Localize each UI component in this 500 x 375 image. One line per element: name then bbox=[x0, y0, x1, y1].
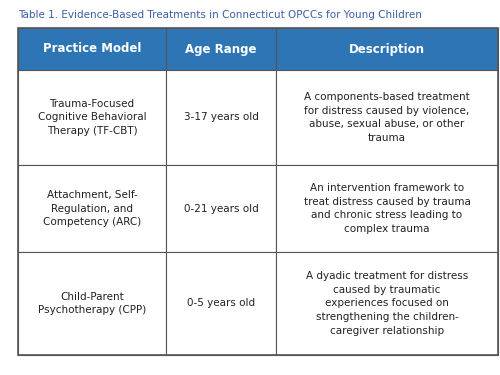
Text: Attachment, Self-
Regulation, and
Competency (ARC): Attachment, Self- Regulation, and Compet… bbox=[43, 190, 141, 227]
Text: Age Range: Age Range bbox=[185, 42, 257, 56]
Text: 3-17 years old: 3-17 years old bbox=[184, 112, 258, 123]
Text: Child-Parent
Psychotherapy (CPP): Child-Parent Psychotherapy (CPP) bbox=[38, 292, 146, 315]
Text: A dyadic treatment for distress
caused by traumatic
experiences focused on
stren: A dyadic treatment for distress caused b… bbox=[306, 271, 468, 336]
Text: Trauma-Focused
Cognitive Behavioral
Therapy (TF-CBT): Trauma-Focused Cognitive Behavioral Ther… bbox=[38, 99, 146, 136]
Text: An intervention framework to
treat distress caused by trauma
and chronic stress : An intervention framework to treat distr… bbox=[304, 183, 470, 234]
Text: A components-based treatment
for distress caused by violence,
abuse, sexual abus: A components-based treatment for distres… bbox=[304, 92, 470, 143]
Text: Description: Description bbox=[349, 42, 425, 56]
Text: Table 1. Evidence-Based Treatments in Connecticut OPCCs for Young Children: Table 1. Evidence-Based Treatments in Co… bbox=[18, 10, 422, 20]
Text: Practice Model: Practice Model bbox=[43, 42, 141, 56]
Text: 0-21 years old: 0-21 years old bbox=[184, 204, 258, 213]
Text: 0-5 years old: 0-5 years old bbox=[187, 298, 255, 309]
